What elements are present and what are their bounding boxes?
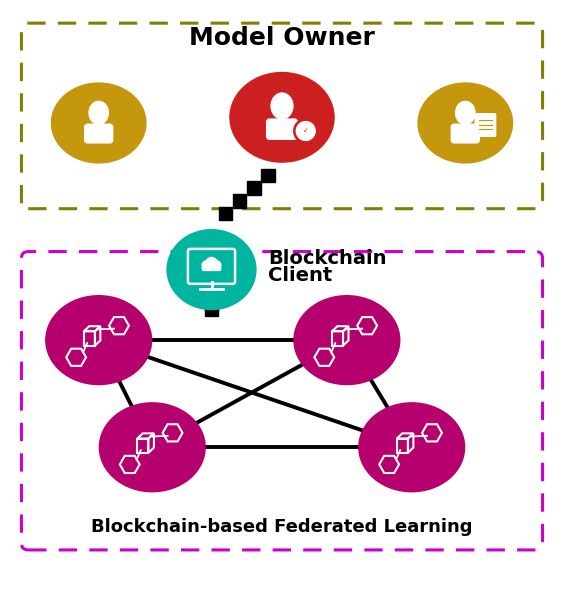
FancyBboxPatch shape xyxy=(202,263,221,270)
Text: Client: Client xyxy=(268,266,332,285)
Ellipse shape xyxy=(99,402,206,493)
Ellipse shape xyxy=(210,260,221,270)
Ellipse shape xyxy=(455,101,475,125)
Ellipse shape xyxy=(202,260,213,270)
FancyBboxPatch shape xyxy=(475,114,496,136)
Bar xyxy=(219,206,232,220)
Ellipse shape xyxy=(45,295,152,385)
Bar xyxy=(205,294,218,307)
Ellipse shape xyxy=(417,83,513,163)
Text: Model Owner: Model Owner xyxy=(189,27,375,50)
Ellipse shape xyxy=(293,295,400,385)
Ellipse shape xyxy=(358,402,465,493)
Ellipse shape xyxy=(293,118,319,144)
Ellipse shape xyxy=(295,120,316,142)
FancyBboxPatch shape xyxy=(267,119,297,139)
Ellipse shape xyxy=(51,83,147,163)
Ellipse shape xyxy=(89,101,109,125)
Bar xyxy=(233,194,246,208)
Ellipse shape xyxy=(166,229,257,310)
Bar xyxy=(205,298,218,312)
Ellipse shape xyxy=(270,92,294,120)
Bar xyxy=(205,290,218,303)
Bar xyxy=(261,169,275,182)
Ellipse shape xyxy=(229,72,335,163)
Bar xyxy=(247,181,261,195)
FancyBboxPatch shape xyxy=(85,124,113,143)
Bar xyxy=(205,302,218,316)
Text: ✓: ✓ xyxy=(303,128,309,134)
Ellipse shape xyxy=(205,257,218,268)
Text: Blockchain-based Federated Learning: Blockchain-based Federated Learning xyxy=(91,519,473,536)
FancyBboxPatch shape xyxy=(451,124,479,143)
Text: Blockchain: Blockchain xyxy=(268,249,386,268)
